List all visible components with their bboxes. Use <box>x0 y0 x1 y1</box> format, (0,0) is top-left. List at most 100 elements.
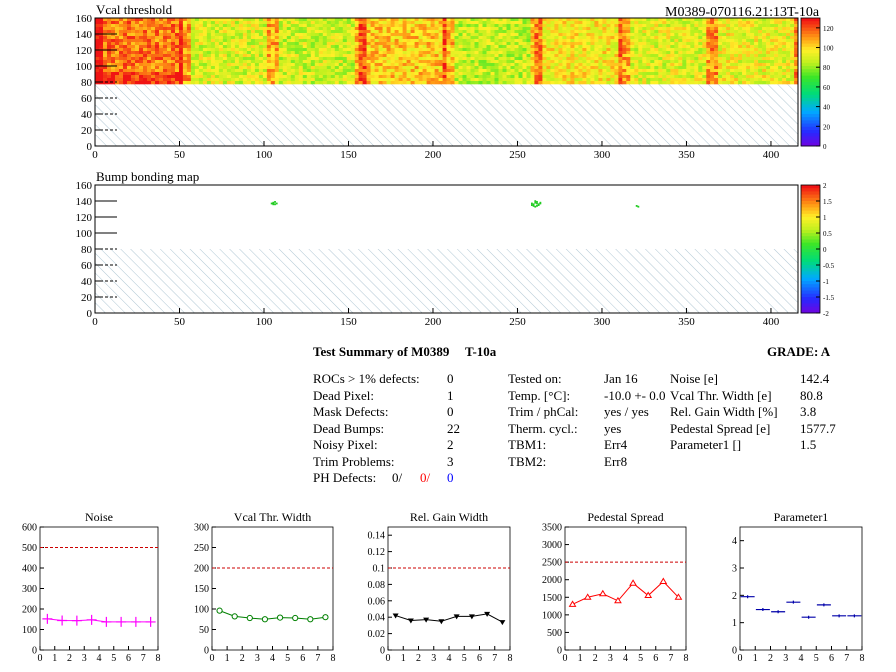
y-tick-label: 80 <box>81 77 93 89</box>
summary-label: Rel. Gain Width [%] <box>670 404 778 419</box>
module-id: M0389-070116.21:13T-10a <box>665 5 820 20</box>
palette-cell <box>801 43 820 48</box>
y-tick-label: 0.06 <box>368 596 386 607</box>
data-point <box>423 617 430 623</box>
palette-cell <box>801 277 820 282</box>
x-tick-label: 0 <box>92 149 98 161</box>
palette-cell <box>801 217 820 221</box>
x-tick-label: 3 <box>255 653 260 664</box>
y-tick-label: 500 <box>547 628 562 639</box>
x-tick-label: 6 <box>477 653 482 664</box>
summary-value: yes / yes <box>604 404 649 419</box>
x-tick-label: 300 <box>594 316 611 328</box>
x-tick-label: 4 <box>270 653 275 664</box>
palette-tick-label: 2 <box>823 182 827 190</box>
y-tick-label: 140 <box>76 196 93 208</box>
palette-cell <box>801 233 820 237</box>
palette-cell <box>801 252 820 256</box>
x-tick-label: 150 <box>340 316 357 328</box>
summary-value: 0 <box>447 404 454 419</box>
x-tick-label: 5 <box>285 653 290 664</box>
palette-cell <box>801 297 820 301</box>
y-tick-label: 2000 <box>542 575 562 586</box>
y-tick-label: 0.04 <box>368 613 386 624</box>
palette-cell <box>801 185 820 189</box>
palette-cell <box>801 245 820 250</box>
y-tick-label: 0.02 <box>368 629 386 640</box>
x-tick-label: 8 <box>684 653 689 664</box>
palette-tick-label: -2 <box>823 310 829 318</box>
data-point <box>499 620 506 626</box>
chart-title: Vcal Thr. Width <box>234 510 311 524</box>
palette-cell <box>801 133 820 137</box>
x-tick-label: 5 <box>462 653 467 664</box>
palette-cell <box>801 290 820 295</box>
dead-bump-pixel <box>534 205 537 208</box>
chart-title: Noise <box>85 510 113 524</box>
palette-cell <box>801 213 820 218</box>
palette-cell <box>801 37 820 41</box>
roc-chip-1 <box>182 18 272 85</box>
data-point <box>674 593 683 600</box>
palette-cell <box>801 18 820 22</box>
x-tick-label: 2 <box>416 653 421 664</box>
data-point <box>307 616 314 623</box>
y-tick-label: 2 <box>732 591 737 602</box>
y-tick-label: 0 <box>557 646 562 657</box>
chart-frame <box>39 526 159 651</box>
series-line <box>572 580 679 605</box>
summary-heading: Test Summary of M0389 <box>313 344 450 359</box>
summary-grade: GRADE: A <box>767 344 831 359</box>
x-tick-label: 0 <box>386 653 391 664</box>
palette-cell <box>801 82 820 86</box>
chart-frame <box>387 526 511 651</box>
chart-frame <box>564 526 687 651</box>
palette-cell <box>801 66 820 70</box>
x-tick-label: 4 <box>97 653 102 664</box>
y-tick-label: 100 <box>22 625 37 636</box>
data-point <box>101 616 112 627</box>
palette-cell <box>801 75 820 80</box>
y-tick-label: 80 <box>81 244 93 256</box>
data-point <box>583 593 592 600</box>
x-tick-label: 6 <box>829 653 834 664</box>
palette-cell <box>801 226 820 231</box>
data-point <box>771 610 786 614</box>
palette-cell <box>801 281 820 285</box>
data-point <box>468 614 475 620</box>
y-tick-label: 0 <box>87 308 93 320</box>
data-point <box>598 589 607 597</box>
palette-cell <box>801 130 820 134</box>
y-tick-label: 1500 <box>542 593 562 604</box>
data-point <box>659 577 668 584</box>
data-point <box>130 616 141 627</box>
summary-value: 3 <box>447 453 454 469</box>
palette-cell <box>801 53 820 57</box>
roc-chip-4 <box>446 18 535 85</box>
data-point <box>407 618 414 624</box>
summary-label: Vcal Thr. Width [e] <box>670 387 772 403</box>
dead-bump-pixel <box>272 203 275 206</box>
palette-cell <box>801 229 820 234</box>
summary-label: Temp. [°C]: <box>508 387 571 403</box>
dead-bump-pixel <box>530 204 533 206</box>
y-tick-label: 0.1 <box>373 564 386 575</box>
palette-tick-label: 20 <box>823 123 831 131</box>
palette-cell <box>801 210 820 215</box>
palette-cell <box>801 120 820 124</box>
data-point <box>453 614 460 620</box>
ph-defects-value-3: 0 <box>447 470 454 485</box>
dead-bump-pixel <box>536 201 538 203</box>
y-tick-label: 160 <box>76 13 93 25</box>
y-tick-label: 4 <box>732 536 737 547</box>
chart-title: Pedestal Spread <box>587 510 663 524</box>
palette-tick-label: 0.5 <box>823 230 832 238</box>
roc-chip-3 <box>358 18 447 85</box>
data-point <box>740 595 755 599</box>
x-tick-label: 2 <box>67 653 72 664</box>
summary-label: Noise [e] <box>670 371 719 386</box>
dead-bump-pixel <box>534 200 537 202</box>
palette-cell <box>801 123 820 128</box>
palette-cell <box>801 188 820 192</box>
ph-defects-value-2: 0/ <box>420 470 431 485</box>
